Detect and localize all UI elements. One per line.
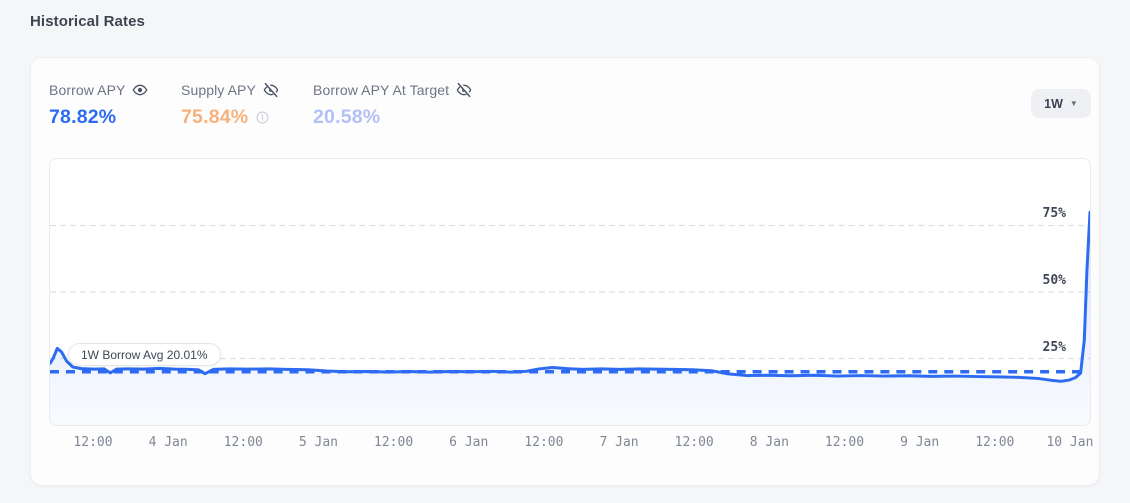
x-axis-label: 8 Jan <box>749 435 789 450</box>
borrow-apy-value-text: 78.82% <box>49 106 117 128</box>
eye-icon[interactable] <box>132 82 148 98</box>
chevron-down-icon: ▼ <box>1069 98 1078 108</box>
legend-item-supply-apy[interactable]: Supply APY 75.84% <box>181 82 313 129</box>
borrow-apy-line <box>50 210 1090 383</box>
borrow-apy-at-target-value: 20.58% <box>313 106 472 129</box>
x-axis-label: 12:00 <box>975 435 1015 450</box>
x-axis-label: 12:00 <box>824 435 865 450</box>
x-axis-label: 12:00 <box>674 435 714 450</box>
x-axis-label: 7 Jan <box>599 435 639 450</box>
historical-rates-card: Borrow APY 78.82% Supply APY <box>30 57 1100 486</box>
x-axis-label: 12:00 <box>223 435 263 450</box>
legend-label-borrow-apy-at-target: Borrow APY At Target <box>313 82 450 98</box>
chart-plot[interactable]: 1W Borrow Avg 20.01% 25% 50% 75% <box>49 158 1091 426</box>
eye-off-icon[interactable] <box>456 82 472 98</box>
x-axis-label: 6 Jan <box>449 435 489 450</box>
legend-label-borrow-apy: Borrow APY <box>49 82 126 98</box>
x-axis-label: 4 Jan <box>148 435 188 450</box>
legend-item-borrow-apy[interactable]: Borrow APY 78.82% <box>49 82 181 129</box>
legend-item-borrow-apy-at-target[interactable]: Borrow APY At Target 20.58% <box>313 82 472 129</box>
x-axis-label: 12:00 <box>73 435 113 450</box>
x-axis-label: 12:00 <box>524 435 564 450</box>
supply-apy-value: 75.84% <box>181 106 313 129</box>
borrow-apy-value: 78.82% <box>49 106 181 129</box>
legend-label-supply-apy: Supply APY <box>181 82 256 98</box>
x-axis-label: 12:00 <box>374 435 414 450</box>
time-range-value: 1W <box>1044 96 1063 111</box>
chart-canvas <box>50 210 1090 425</box>
chart-legend: Borrow APY 78.82% Supply APY <box>49 82 472 129</box>
x-axis-label: 9 Jan <box>900 435 940 450</box>
supply-apy-value-text: 75.84% <box>181 106 249 128</box>
info-icon[interactable] <box>256 111 269 124</box>
borrow-apy-area <box>50 212 1090 425</box>
avg-tooltip: 1W Borrow Avg 20.01% <box>68 343 221 366</box>
x-axis-label: 5 Jan <box>298 435 339 450</box>
avg-tooltip-text: 1W Borrow Avg 20.01% <box>81 347 208 362</box>
y-axis-label: 75% <box>1042 206 1066 221</box>
time-range-selector[interactable]: 1W ▼ <box>1031 89 1091 118</box>
x-axis-label: 10 Jan <box>1046 435 1094 450</box>
y-axis-label: 25% <box>1042 340 1066 355</box>
y-axis-label: 50% <box>1042 273 1066 288</box>
eye-off-icon[interactable] <box>263 82 279 98</box>
page-title: Historical Rates <box>30 13 145 30</box>
borrow-apy-at-target-value-text: 20.58% <box>313 106 381 128</box>
x-axis: 12:00 4 Jan 12:00 5 Jan 12:00 6 Jan 12:00 7 Jan… <box>49 435 1094 451</box>
